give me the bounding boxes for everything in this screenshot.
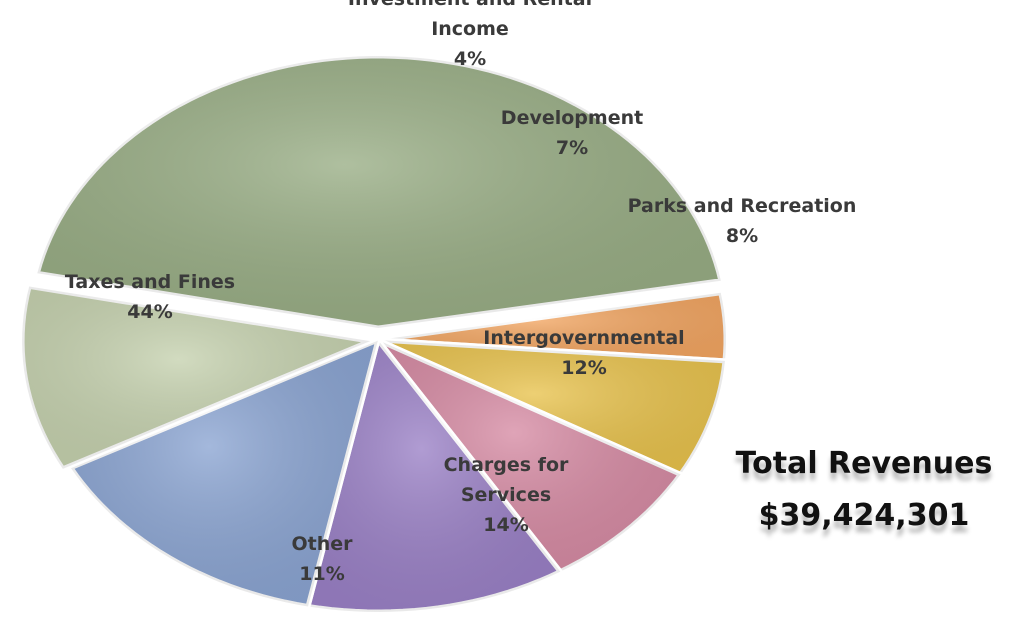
slice-percent-label: 44% — [127, 301, 172, 323]
pie-slice-shading — [378, 340, 725, 475]
slice-category-label: Services — [461, 484, 551, 506]
pie-slices — [19, 53, 729, 615]
slice-category-label: Income — [431, 18, 509, 40]
slice-percent-label: 14% — [483, 514, 528, 536]
pie-slice-shading — [37, 56, 721, 329]
pie-slice-shading — [70, 340, 378, 607]
slice-labels: Investment and Rental Income 4% Development… — [65, 0, 856, 585]
slice-category-label: Investment and Rental — [348, 0, 592, 10]
slice-category-label: Intergovernmental — [483, 327, 684, 349]
pie-slice-shading — [378, 340, 681, 572]
slice-percent-label: 12% — [561, 357, 606, 379]
total-revenues-value: $39,424,301 — [758, 498, 970, 533]
total-revenues-title: Total Revenues — [735, 446, 993, 481]
slice-category-label: Charges for — [444, 454, 569, 476]
pie-slice-shading — [22, 286, 371, 469]
pie-slice-shading — [308, 340, 561, 612]
slice-category-label: Other — [291, 533, 353, 555]
slice-percent-label: 7% — [556, 137, 588, 159]
slice-category-label: Development — [501, 107, 643, 129]
slice-percent-label: 4% — [454, 48, 486, 70]
slice-category-label: Parks and Recreation — [628, 195, 857, 217]
slice-percent-label: 8% — [726, 225, 758, 247]
slice-category-label: Taxes and Fines — [65, 271, 235, 293]
slice-percent-label: 11% — [299, 563, 344, 585]
